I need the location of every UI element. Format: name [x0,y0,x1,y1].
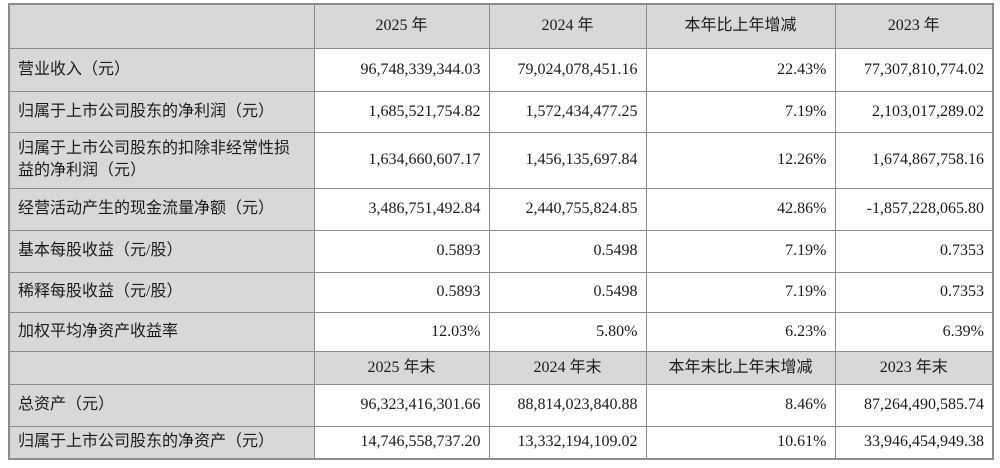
value-change: 7.19% [645,229,836,273]
value-2024: 2,440,755,824.85 [488,187,647,231]
table-row-total-assets: 总资产（元） 96,323,416,301.66 88,814,023,840.… [8,383,994,427]
header-yoy-change: 本年比上年增减 [645,3,836,49]
row-label: 基本每股收益（元/股） [8,229,315,273]
value-2024: 0.5498 [488,229,647,273]
value-change: 8.46% [645,383,836,427]
row-label: 稀释每股收益（元/股） [8,271,315,313]
row-label: 加权平均净资产收益率 [8,311,315,352]
table-row-basic-eps: 基本每股收益（元/股） 0.5893 0.5498 7.19% 0.7353 [8,229,994,273]
value-2023: 1,674,867,758.16 [834,131,994,189]
header-blank-cell [8,350,315,385]
value-2025: 0.5893 [313,271,490,313]
value-2023: -1,857,228,065.80 [834,187,994,231]
period-end-header-row: 2025 年末 2024 年末 本年末比上年末增减 2023 年末 [8,350,994,385]
value-2023: 87,264,490,585.74 [834,383,994,427]
value-2024: 13,332,194,109.02 [488,425,647,460]
value-change: 7.19% [645,271,836,313]
header-year-2025: 2025 年 [313,3,490,49]
header-end-2025: 2025 年末 [313,350,490,385]
table-row-diluted-eps: 稀释每股收益（元/股） 0.5893 0.5498 7.19% 0.7353 [8,271,994,313]
value-2025: 3,486,751,492.84 [313,187,490,231]
value-change: 22.43% [645,47,836,92]
table-row-operating-cash-flow: 经营活动产生的现金流量净额（元） 3,486,751,492.84 2,440,… [8,187,994,231]
row-label: 经营活动产生的现金流量净额（元） [8,187,315,231]
table-row-net-profit-excl-nonrecurring: 归属于上市公司股东的扣除非经常性损益的净利润（元） 1,634,660,607.… [8,131,994,189]
table-row-weighted-avg-roe: 加权平均净资产收益率 12.03% 5.80% 6.23% 6.39% [8,311,994,352]
value-2025: 1,685,521,754.82 [313,90,490,133]
row-label: 归属于上市公司股东的扣除非经常性损益的净利润（元） [8,131,315,189]
value-change: 10.61% [645,425,836,460]
header-year-2024: 2024 年 [488,3,647,49]
value-2025: 14,746,558,737.20 [313,425,490,460]
value-2024: 5.80% [488,311,647,352]
value-2023: 77,307,810,774.02 [834,47,994,92]
row-label: 归属于上市公司股东的净资产（元） [8,425,315,460]
row-label: 总资产（元） [8,383,315,427]
row-label: 营业收入（元） [8,47,315,92]
value-2024: 1,572,434,477.25 [488,90,647,133]
period-header-row: 2025 年 2024 年 本年比上年增减 2023 年 [8,3,994,49]
value-change: 6.23% [645,311,836,352]
financial-summary-table: 2025 年 2024 年 本年比上年增减 2023 年 营业收入（元） 96,… [8,3,994,460]
value-2023: 0.7353 [834,229,994,273]
value-2023: 6.39% [834,311,994,352]
value-2024: 0.5498 [488,271,647,313]
value-2023: 2,103,017,289.02 [834,90,994,133]
header-end-2024: 2024 年末 [488,350,647,385]
value-2025: 96,748,339,344.03 [313,47,490,92]
value-2024: 88,814,023,840.88 [488,383,647,427]
value-change: 12.26% [645,131,836,189]
table-row-revenue: 营业收入（元） 96,748,339,344.03 79,024,078,451… [8,47,994,92]
header-end-2023: 2023 年末 [834,350,994,385]
value-2023: 0.7353 [834,271,994,313]
value-2024: 79,024,078,451.16 [488,47,647,92]
value-2024: 1,456,135,697.84 [488,131,647,189]
value-change: 42.86% [645,187,836,231]
value-change: 7.19% [645,90,836,133]
header-blank-cell [8,3,315,49]
value-2025: 96,323,416,301.66 [313,383,490,427]
value-2023: 33,946,454,949.38 [834,425,994,460]
value-2025: 0.5893 [313,229,490,273]
table-row-net-assets: 归属于上市公司股东的净资产（元） 14,746,558,737.20 13,33… [8,425,994,460]
header-end-yoy-change: 本年末比上年末增减 [645,350,836,385]
value-2025: 12.03% [313,311,490,352]
table-row-net-profit: 归属于上市公司股东的净利润（元） 1,685,521,754.82 1,572,… [8,90,994,133]
row-label: 归属于上市公司股东的净利润（元） [8,90,315,133]
header-year-2023: 2023 年 [834,3,994,49]
value-2025: 1,634,660,607.17 [313,131,490,189]
